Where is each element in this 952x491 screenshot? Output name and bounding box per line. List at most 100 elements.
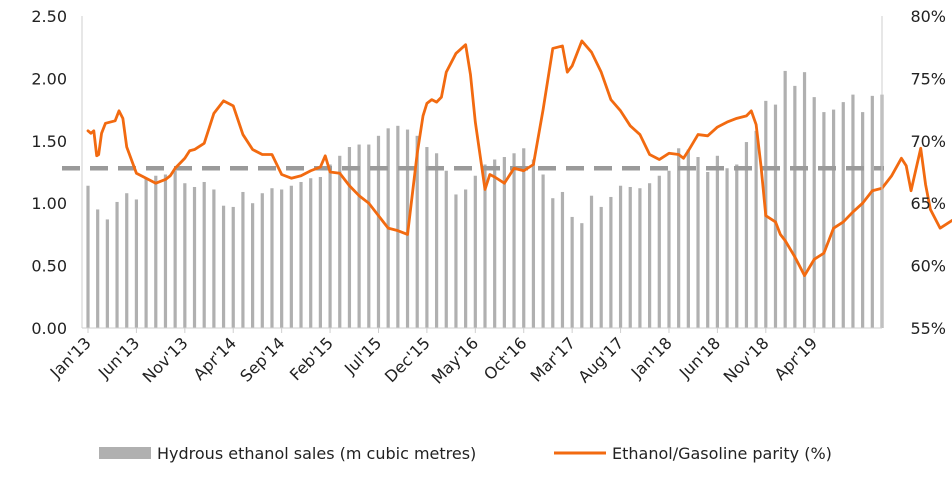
- bar: [870, 95, 874, 329]
- bar: [202, 181, 206, 328]
- right-tick-label: 60%: [910, 257, 946, 276]
- bar: [657, 175, 661, 328]
- bar: [309, 178, 313, 328]
- x-tick-label: Nov'18: [720, 333, 773, 386]
- legend-bar-swatch: [99, 447, 151, 459]
- bar: [434, 153, 439, 328]
- right-tick-label: 80%: [910, 7, 946, 26]
- bar: [502, 157, 506, 328]
- bar: [802, 72, 807, 328]
- bar: [754, 130, 758, 328]
- bar: [260, 193, 264, 328]
- x-tick-label: Feb'15: [286, 333, 337, 384]
- left-tick-label: 2.00: [31, 69, 67, 88]
- x-tick-label: Aug'17: [574, 333, 627, 386]
- bar: [86, 185, 90, 328]
- x-tick-label: May'16: [428, 333, 482, 387]
- bar: [425, 147, 429, 328]
- x-tick-label: Apr'19: [771, 333, 822, 384]
- left-tick-label: 1.50: [31, 132, 67, 151]
- bar: [212, 189, 216, 328]
- x-tick-label: Jun'13: [94, 333, 143, 382]
- bar: [715, 155, 719, 328]
- x-tick-label: Dec'15: [381, 333, 434, 386]
- bar: [812, 97, 816, 329]
- parity-line: [86, 39, 952, 277]
- bar: [125, 193, 129, 328]
- bar: [618, 185, 623, 328]
- bar: [793, 85, 797, 328]
- bar: [280, 189, 284, 328]
- right-tick-label: 55%: [910, 319, 946, 338]
- x-tick-label: Jan'13: [46, 333, 95, 382]
- bar: [677, 148, 681, 328]
- bar: [667, 170, 671, 328]
- x-tick-label: Apr'14: [190, 333, 241, 384]
- bar: [289, 185, 293, 328]
- axis-layer: 0.00 0.50 1.00 1.50 2.00 2.50 55% 60% 65% 70% 75% 8…: [31, 7, 946, 388]
- bar: [822, 112, 826, 328]
- line-layer: [86, 39, 952, 277]
- bar: [706, 172, 710, 328]
- bar: [696, 157, 700, 328]
- bar: [318, 176, 322, 328]
- bar: [415, 135, 419, 328]
- bar: [609, 196, 613, 328]
- bar: [299, 181, 303, 328]
- bar: [328, 164, 332, 328]
- bar: [783, 70, 787, 328]
- bar: [454, 194, 458, 328]
- left-tick-label: 0.50: [31, 257, 67, 276]
- bar: [493, 159, 497, 328]
- bar: [831, 109, 836, 328]
- bar: [376, 135, 381, 328]
- left-tick-label: 0.00: [31, 319, 67, 338]
- bar: [648, 183, 652, 328]
- right-tick-label: 65%: [910, 194, 946, 213]
- bar: [347, 147, 352, 328]
- bar: [841, 102, 845, 328]
- bar: [638, 188, 642, 328]
- right-tick-label: 75%: [910, 69, 946, 88]
- bar: [560, 191, 565, 328]
- bar: [192, 186, 197, 328]
- bar: [531, 159, 536, 328]
- bar: [473, 175, 477, 328]
- bar: [725, 168, 729, 328]
- legend-bar-label: Hydrous ethanol sales (m cubic metres): [157, 444, 476, 463]
- legend-line-label: Ethanol/Gasoline parity (%): [612, 444, 832, 463]
- bar: [163, 174, 168, 328]
- bar: [183, 183, 187, 328]
- bar: [744, 142, 749, 328]
- bar: [773, 104, 778, 328]
- bar: [231, 206, 235, 328]
- bar: [396, 125, 400, 328]
- left-tick-label: 1.00: [31, 194, 67, 213]
- bar: [464, 189, 468, 328]
- bar: [580, 223, 584, 328]
- x-tick-label: Jul'15: [340, 333, 385, 378]
- bar: [551, 198, 555, 328]
- bar: [628, 186, 632, 328]
- x-tick-label: Mar'17: [527, 333, 579, 385]
- bar: [338, 155, 342, 328]
- x-tick-label: Sep'14: [236, 333, 288, 385]
- bar: [367, 144, 371, 328]
- bar: [522, 148, 526, 328]
- x-tick-label: Jan'18: [627, 333, 676, 382]
- bar: [96, 209, 100, 328]
- left-tick-label: 2.50: [31, 7, 67, 26]
- bar: [221, 205, 226, 328]
- right-tick-label: 70%: [910, 132, 946, 151]
- bar: [270, 188, 274, 328]
- x-tick-label: Nov'13: [139, 333, 192, 386]
- bar: [483, 164, 487, 328]
- bar: [599, 206, 603, 328]
- bar: [241, 191, 245, 328]
- bar: [444, 170, 448, 328]
- bar: [570, 216, 574, 328]
- bar: [173, 170, 177, 328]
- bar: [251, 203, 255, 328]
- bar: [357, 144, 361, 328]
